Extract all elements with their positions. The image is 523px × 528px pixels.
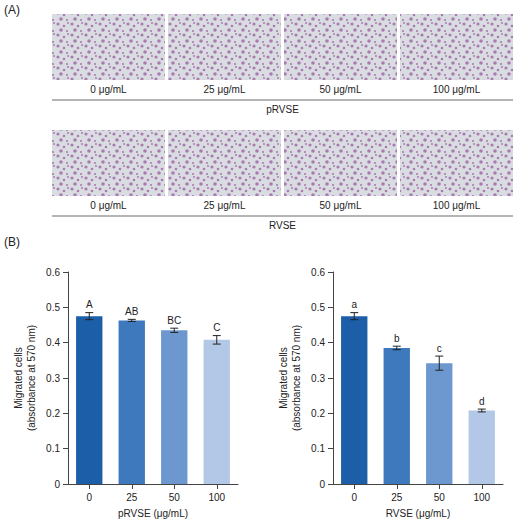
svg-text:0.5: 0.5 bbox=[46, 302, 60, 313]
svg-text:0: 0 bbox=[86, 492, 92, 503]
svg-text:50: 50 bbox=[434, 492, 446, 503]
svg-text:0.1: 0.1 bbox=[46, 443, 60, 454]
svg-text:a: a bbox=[351, 299, 357, 310]
svg-text:A: A bbox=[86, 299, 93, 310]
svg-text:50: 50 bbox=[169, 492, 181, 503]
svg-text:RVSE (μg/mL): RVSE (μg/mL) bbox=[386, 508, 450, 519]
svg-text:100 μg/mL: 100 μg/mL bbox=[433, 200, 481, 211]
svg-text:25: 25 bbox=[391, 492, 403, 503]
svg-text:Migrated cells: Migrated cells bbox=[278, 347, 289, 409]
svg-text:0.6: 0.6 bbox=[311, 267, 325, 278]
svg-text:c: c bbox=[437, 343, 442, 354]
svg-text:0.6: 0.6 bbox=[46, 267, 60, 278]
svg-text:50 μg/mL: 50 μg/mL bbox=[320, 84, 362, 95]
svg-text:(absorbance at 570 nm): (absorbance at 570 nm) bbox=[26, 325, 37, 431]
svg-text:25 μg/mL: 25 μg/mL bbox=[204, 200, 246, 211]
svg-text:0 μg/mL: 0 μg/mL bbox=[90, 200, 127, 211]
svg-text:0.2: 0.2 bbox=[46, 408, 60, 419]
svg-text:25: 25 bbox=[126, 492, 138, 503]
svg-text:C: C bbox=[213, 322, 220, 333]
svg-text:RVSE: RVSE bbox=[269, 220, 296, 231]
svg-text:pRVSE (μg/mL): pRVSE (μg/mL) bbox=[118, 508, 188, 519]
svg-text:0: 0 bbox=[351, 492, 357, 503]
svg-text:(A): (A) bbox=[4, 3, 20, 17]
svg-text:25 μg/mL: 25 μg/mL bbox=[204, 84, 246, 95]
svg-text:Migrated cells: Migrated cells bbox=[13, 347, 24, 409]
svg-text:100: 100 bbox=[473, 492, 490, 503]
svg-text:100 μg/mL: 100 μg/mL bbox=[433, 84, 481, 95]
svg-text:0: 0 bbox=[319, 479, 325, 490]
svg-text:0: 0 bbox=[54, 479, 60, 490]
svg-text:0.4: 0.4 bbox=[46, 337, 60, 348]
svg-text:pRVSE: pRVSE bbox=[266, 104, 299, 115]
svg-text:0.5: 0.5 bbox=[311, 302, 325, 313]
svg-text:100: 100 bbox=[208, 492, 225, 503]
svg-text:0.3: 0.3 bbox=[46, 373, 60, 384]
svg-text:50 μg/mL: 50 μg/mL bbox=[320, 200, 362, 211]
svg-text:0.3: 0.3 bbox=[311, 373, 325, 384]
svg-text:AB: AB bbox=[125, 306, 139, 317]
svg-text:0.4: 0.4 bbox=[311, 337, 325, 348]
svg-text:b: b bbox=[394, 333, 400, 344]
svg-text:0.1: 0.1 bbox=[311, 443, 325, 454]
svg-text:(absorbance at 570 nm): (absorbance at 570 nm) bbox=[291, 325, 302, 431]
svg-text:(B): (B) bbox=[4, 235, 20, 249]
svg-text:d: d bbox=[479, 396, 485, 407]
svg-text:0 μg/mL: 0 μg/mL bbox=[90, 84, 127, 95]
svg-text:BC: BC bbox=[167, 315, 181, 326]
svg-text:0.2: 0.2 bbox=[311, 408, 325, 419]
